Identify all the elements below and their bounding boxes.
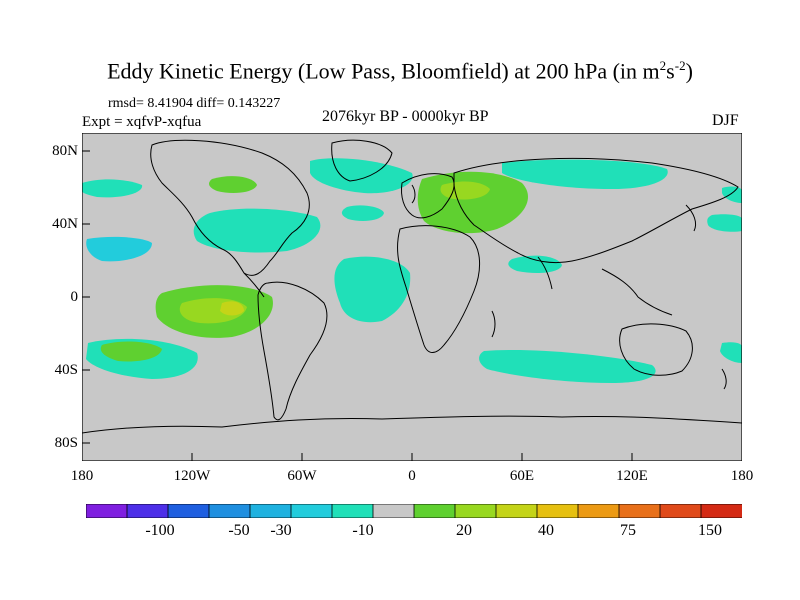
colorbar-label: 20 xyxy=(456,522,472,539)
coast-north-america xyxy=(150,139,310,276)
colorbar-swatch xyxy=(249,504,292,518)
coast-india xyxy=(537,256,553,290)
anomaly-neg-mid-atlantic xyxy=(341,205,384,221)
coast-asia xyxy=(453,157,739,264)
x-tick-label: 120W xyxy=(173,468,211,484)
colorbar-label: -50 xyxy=(228,522,250,539)
stats-label: rmsd= 8.41904 diff= 0.143227 xyxy=(108,96,281,111)
colorbar-swatch xyxy=(331,504,374,518)
coast-new-zealand xyxy=(721,368,727,390)
colorbar-swatch xyxy=(413,504,456,518)
coast-madagascar xyxy=(491,310,496,338)
y-tick-label: 40N xyxy=(52,216,78,232)
y-tick-label: 80S xyxy=(54,435,78,451)
anomaly-neg-north-america xyxy=(193,208,321,253)
colorbar-label: 75 xyxy=(620,522,636,539)
anomaly-neg-small-ne xyxy=(722,186,742,203)
world-map xyxy=(82,133,742,461)
anomaly-neg-north-pacific-east xyxy=(707,214,742,232)
x-tick-label: 0 xyxy=(408,468,416,484)
colorbar-swatch xyxy=(618,504,661,518)
colorbar-swatch xyxy=(126,504,169,518)
colorbar-swatch xyxy=(167,504,210,518)
x-tick-label: 180 xyxy=(70,468,94,484)
anomaly-neg-north-asia xyxy=(502,159,668,189)
x-tick-label: 60E xyxy=(509,468,535,484)
colorbar-swatch xyxy=(495,504,538,518)
anomaly-pos-south-pacific xyxy=(100,341,162,362)
colorbar-swatch xyxy=(536,504,579,518)
season-label: DJF xyxy=(712,112,739,129)
coast-europe xyxy=(401,173,455,219)
coast-greenland xyxy=(331,139,393,182)
y-tick-label: 80N xyxy=(52,143,78,159)
anomaly-neg-southern-indian xyxy=(479,349,656,383)
colorbar-swatch xyxy=(700,504,742,518)
colorbar-label: -10 xyxy=(352,522,374,539)
colorbar xyxy=(86,504,742,518)
colorbar-swatch xyxy=(454,504,497,518)
map-title: Eddy Kinetic Energy (Low Pass, Bloomfiel… xyxy=(107,58,693,84)
colorbar-label: 150 xyxy=(698,522,722,539)
colorbar-swatch xyxy=(372,504,415,518)
experiment-label: Expt = xqfvP-xqfua xyxy=(82,114,202,130)
colorbar-swatch xyxy=(86,504,128,518)
x-tick-label: 120E xyxy=(616,468,648,484)
anomaly-neg-west-pacific xyxy=(86,236,152,262)
anomaly-pos-tropical-pacific-peak xyxy=(220,301,244,316)
colorbar-label: -30 xyxy=(270,522,292,539)
colorbar-swatch xyxy=(577,504,620,518)
coast-south-america xyxy=(257,281,328,421)
coast-africa xyxy=(397,225,480,353)
anomaly-pos-eurasia-core xyxy=(440,181,490,200)
anomaly-pos-ne-pacific xyxy=(209,176,257,193)
anomaly-neg-tropical-atlantic xyxy=(334,256,411,323)
anomaly-neg-asia xyxy=(508,255,562,273)
coast-australia xyxy=(619,323,693,376)
x-tick-label: 180 xyxy=(730,468,754,484)
period-label: 2076kyr BP - 0000kyr BP xyxy=(322,108,489,125)
colorbar-swatch xyxy=(290,504,333,518)
coast-uk xyxy=(411,184,416,204)
anomaly-neg-small-south xyxy=(720,342,742,363)
coast-antarctica xyxy=(82,415,742,434)
anomaly-neg-north-pacific xyxy=(82,179,143,198)
coast-central-america xyxy=(243,272,265,298)
colorbar-swatch xyxy=(208,504,251,518)
coast-southeast-asia xyxy=(601,268,673,316)
y-tick-label: 40S xyxy=(54,362,78,378)
coast-japan xyxy=(685,204,697,232)
colorbar-label: 40 xyxy=(538,522,554,539)
colorbar-swatch xyxy=(659,504,702,518)
map-ticks xyxy=(82,150,633,461)
x-tick-label: 60W xyxy=(287,468,317,484)
colorbar-label: -100 xyxy=(145,522,175,539)
coastlines xyxy=(82,139,742,434)
y-tick-label: 0 xyxy=(70,289,79,305)
